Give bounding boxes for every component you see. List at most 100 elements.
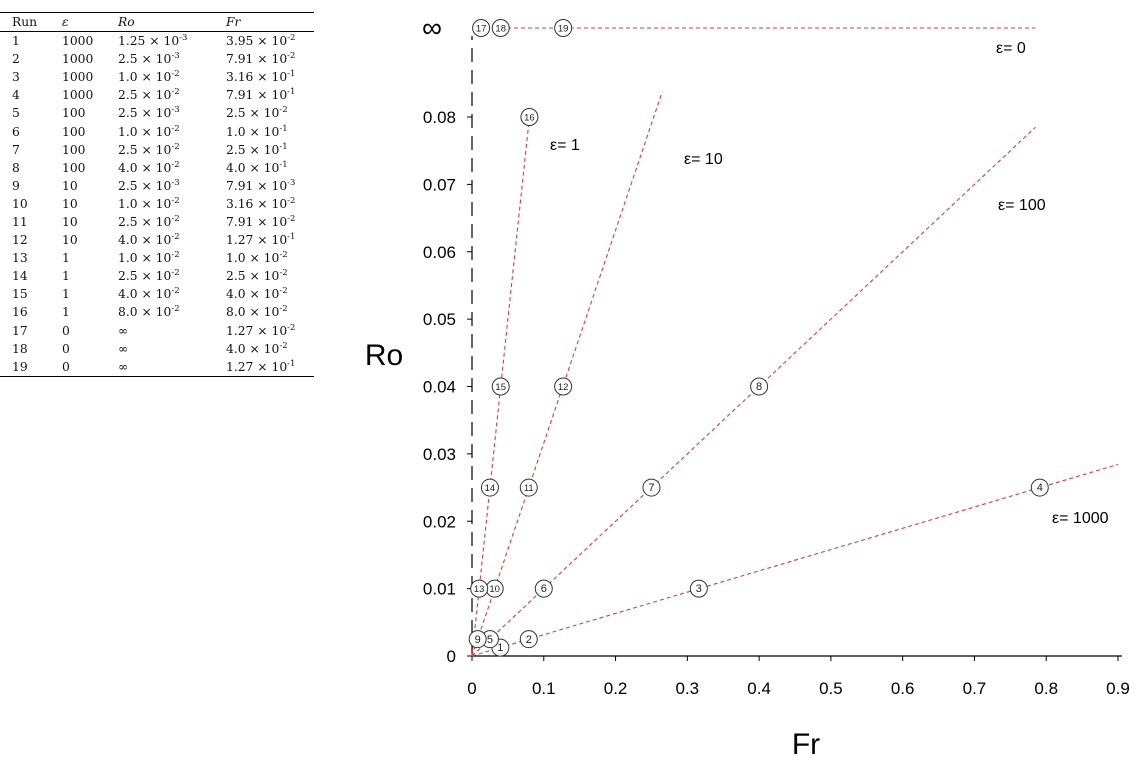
times-ten: × 10 bbox=[253, 323, 288, 338]
table-row: 3 1000 1.0 × 10-2 3.16 × 10-1 bbox=[0, 68, 314, 86]
mantissa: 3.16 bbox=[226, 70, 254, 85]
cell-run: 10 bbox=[12, 196, 28, 211]
mantissa: 4.0 bbox=[226, 287, 246, 302]
times-ten: × 10 bbox=[137, 233, 172, 248]
data-point-label: 11 bbox=[524, 483, 534, 494]
cell-ro: ∞ bbox=[118, 340, 226, 358]
reference-line-label: ε= 100 bbox=[998, 197, 1046, 214]
exponent: -1 bbox=[287, 69, 296, 80]
data-point-label: 15 bbox=[495, 382, 506, 393]
data-point-label: 4 bbox=[1037, 482, 1043, 494]
data-point-label: 12 bbox=[558, 382, 569, 393]
exponent: -2 bbox=[171, 159, 180, 170]
cell-fr: 8.0 × 10-2 bbox=[226, 303, 314, 321]
y-tick-label: 0.03 bbox=[423, 445, 456, 464]
times-ten: × 10 bbox=[245, 106, 280, 121]
cell-epsilon: 1 bbox=[62, 251, 70, 266]
exponent: -2 bbox=[171, 213, 180, 224]
times-ten: × 10 bbox=[137, 106, 172, 121]
times-ten: × 10 bbox=[137, 196, 172, 211]
mantissa: 4.0 bbox=[226, 160, 246, 175]
chart-svg: 0 0.1 0.2 0.3 0.4 0.5 0.6 0.7 0.8 0.9 0 0.01 0.02 0.0… bbox=[365, 12, 1130, 761]
table-body: 1 1000 1.25 × 10-3 3.95 × 10-2 2 1000 2.5 × 10… bbox=[0, 32, 314, 377]
mantissa: 8.0 bbox=[118, 305, 138, 320]
mantissa: 7.91 bbox=[226, 214, 254, 229]
cell-ro: 1.25 × 10-3 bbox=[118, 32, 226, 51]
exponent: -3 bbox=[287, 177, 296, 188]
header-ro: Ro bbox=[118, 12, 226, 32]
cell-ro: 2.5 × 10-2 bbox=[118, 86, 226, 104]
exponent: -2 bbox=[279, 105, 288, 116]
data-point-marker bbox=[470, 579, 489, 598]
mantissa: 7.91 bbox=[226, 178, 254, 193]
cell-ro: 1.0 × 10-2 bbox=[118, 249, 226, 267]
cell-fr: 2.5 × 10-2 bbox=[226, 104, 314, 122]
scatter-chart: 0 0.1 0.2 0.3 0.4 0.5 0.6 0.7 0.8 0.9 0 0.01 0.02 0.0… bbox=[340, 0, 1141, 778]
data-point-label: 18 bbox=[495, 24, 506, 35]
table-row: 8 100 4.0 × 10-2 4.0 × 10-1 bbox=[0, 159, 314, 177]
times-ten: × 10 bbox=[245, 269, 280, 284]
times-ten: × 10 bbox=[145, 34, 180, 49]
reference-line bbox=[471, 91, 663, 657]
exponent: -2 bbox=[171, 195, 180, 206]
cell-epsilon: 100 bbox=[62, 124, 86, 139]
y-tick-label: 0.04 bbox=[423, 378, 456, 397]
data-point-label: 8 bbox=[756, 381, 762, 393]
table-row: 11 10 2.5 × 10-2 7.91 × 10-2 bbox=[0, 213, 314, 231]
data-point-label: 5 bbox=[487, 634, 493, 646]
mantissa: 1.0 bbox=[226, 251, 246, 266]
exponent: -2 bbox=[287, 195, 296, 206]
table-row: 5 100 2.5 × 10-3 2.5 × 10-2 bbox=[0, 104, 314, 122]
reference-line bbox=[471, 116, 530, 657]
data-point-marker bbox=[534, 579, 553, 598]
cell-epsilon: 1000 bbox=[62, 52, 94, 67]
infinity-value: ∞ bbox=[118, 341, 129, 356]
cell-run: 5 bbox=[12, 106, 20, 121]
exponent: -3 bbox=[171, 51, 180, 62]
cell-ro: ∞ bbox=[118, 357, 226, 377]
y-infinity-label: ∞ bbox=[422, 12, 442, 43]
data-point-label: 1 bbox=[497, 642, 503, 654]
x-tick-label: 0.6 bbox=[891, 679, 915, 698]
data-point-label: 9 bbox=[475, 634, 481, 646]
exponent: -2 bbox=[171, 141, 180, 152]
cell-epsilon: 100 bbox=[62, 160, 86, 175]
times-ten: × 10 bbox=[245, 287, 280, 302]
cell-epsilon: 100 bbox=[62, 142, 86, 157]
cell-ro: 2.5 × 10-2 bbox=[118, 141, 226, 159]
table-row: 12 10 4.0 × 10-2 1.27 × 10-1 bbox=[0, 231, 314, 249]
data-point-label: 6 bbox=[541, 583, 547, 595]
cell-run: 4 bbox=[12, 88, 20, 103]
cell-epsilon: 10 bbox=[62, 196, 78, 211]
x-tick-label: 0.9 bbox=[1106, 679, 1130, 698]
cell-epsilon: 0 bbox=[62, 341, 70, 356]
times-ten: × 10 bbox=[137, 88, 172, 103]
mantissa: 2.5 bbox=[118, 214, 138, 229]
mantissa: 3.16 bbox=[226, 196, 254, 211]
cell-epsilon: 1000 bbox=[62, 88, 94, 103]
y-tick-label: 0.07 bbox=[423, 175, 456, 194]
table-header-row: Run ε Ro Fr bbox=[0, 12, 314, 32]
mantissa: 1.0 bbox=[226, 124, 246, 139]
cell-fr: 3.95 × 10-2 bbox=[226, 32, 314, 51]
exponent: -1 bbox=[287, 358, 296, 369]
mantissa: 4.0 bbox=[118, 233, 138, 248]
data-point-marker bbox=[491, 377, 510, 396]
times-ten: × 10 bbox=[253, 34, 288, 49]
table-row: 18 0 ∞ 4.0 × 10-2 bbox=[0, 340, 314, 358]
mantissa: 1.27 bbox=[226, 233, 254, 248]
times-ten: × 10 bbox=[253, 196, 288, 211]
cell-run: 14 bbox=[12, 269, 28, 284]
mantissa: 7.91 bbox=[226, 88, 254, 103]
infinity-value: ∞ bbox=[118, 323, 129, 338]
x-axis-title: Fr bbox=[792, 728, 820, 761]
data-point-label: 17 bbox=[476, 24, 487, 35]
table-row: 10 10 1.0 × 10-2 3.16 × 10-2 bbox=[0, 195, 314, 213]
times-ten: × 10 bbox=[137, 142, 172, 157]
cell-epsilon: 0 bbox=[62, 323, 70, 338]
times-ten: × 10 bbox=[137, 251, 172, 266]
data-point-marker bbox=[468, 630, 487, 649]
cell-ro: 4.0 × 10-2 bbox=[118, 231, 226, 249]
exponent: -2 bbox=[287, 51, 296, 62]
cell-ro: 2.5 × 10-3 bbox=[118, 104, 226, 122]
